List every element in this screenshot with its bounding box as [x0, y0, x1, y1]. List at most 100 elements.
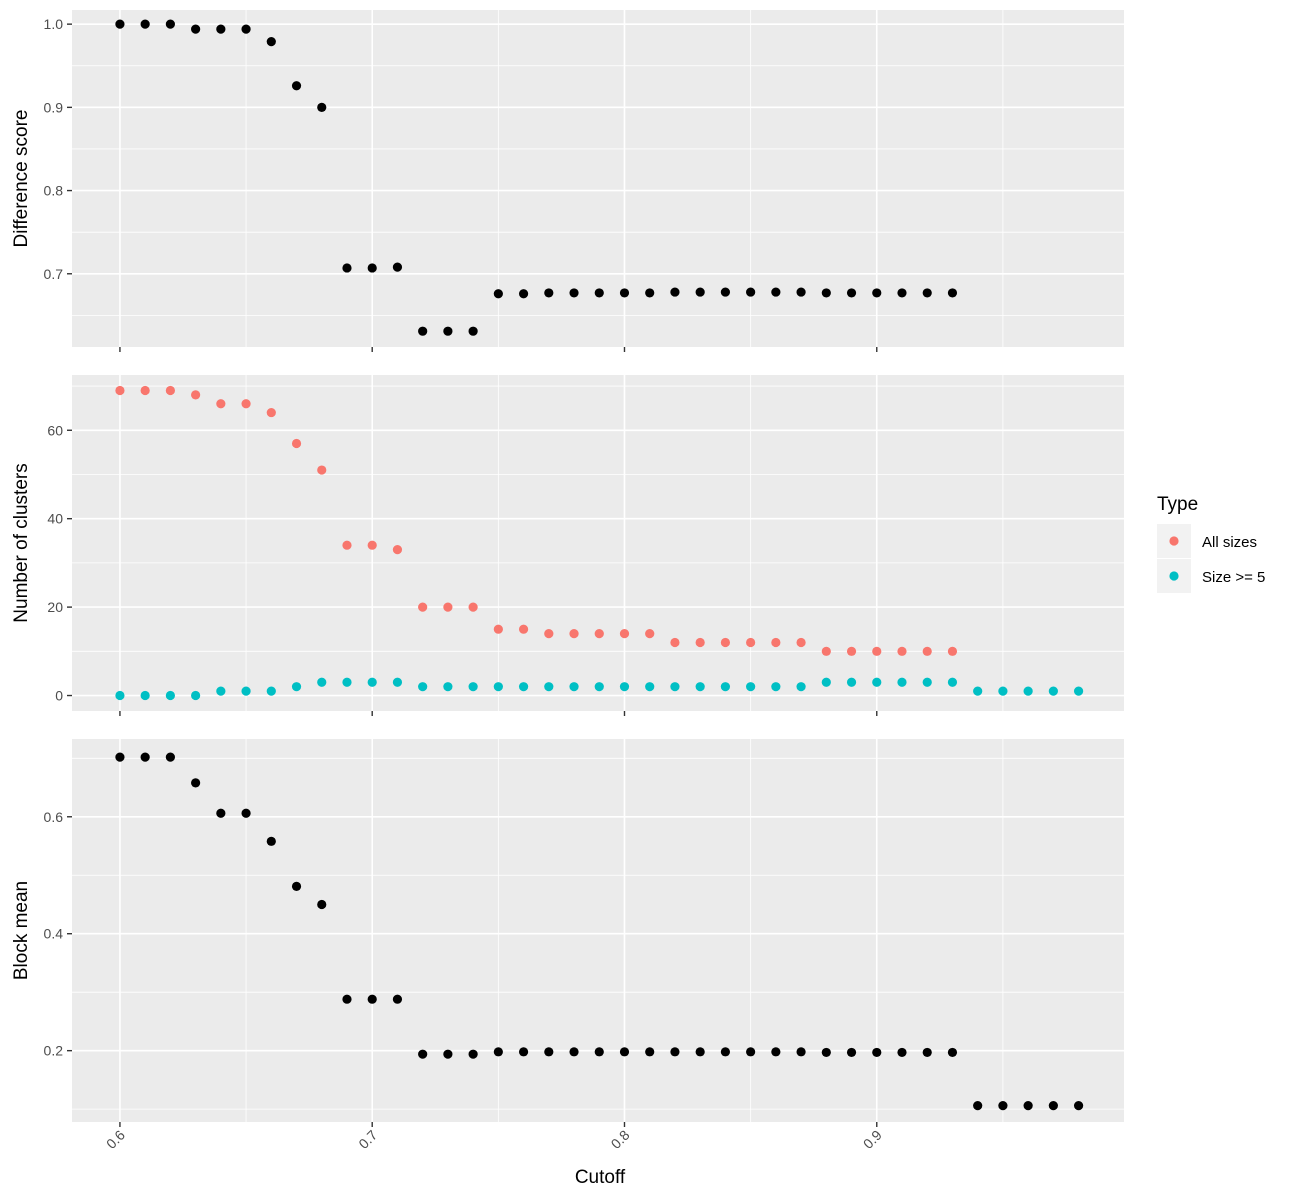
data-point — [518, 624, 529, 634]
data-point — [594, 682, 604, 692]
data-point — [216, 24, 226, 34]
data-point — [191, 390, 201, 400]
data-point — [922, 677, 932, 687]
data-point — [1048, 1101, 1058, 1111]
data-point — [191, 778, 201, 788]
data-point — [796, 1047, 806, 1057]
data-point — [619, 682, 630, 692]
data-point — [342, 677, 352, 687]
data-point — [165, 752, 175, 762]
data-point — [392, 677, 403, 687]
data-point — [518, 1047, 529, 1057]
data-point — [443, 1049, 453, 1059]
data-point — [165, 19, 175, 29]
data-point — [241, 24, 251, 34]
data-point — [771, 637, 781, 648]
data-point — [922, 1047, 932, 1058]
data-point — [317, 677, 327, 687]
data-point — [191, 690, 201, 701]
data-point — [695, 1047, 705, 1057]
data-point — [872, 288, 882, 298]
data-point — [266, 686, 276, 696]
x-axis: 0.6 0.7 0.8 0.9 — [103, 1127, 885, 1152]
data-point — [746, 1047, 756, 1057]
data-point — [670, 682, 680, 692]
data-point — [115, 690, 125, 701]
data-point — [518, 289, 529, 299]
data-point — [821, 1047, 831, 1058]
panel-background — [72, 375, 1124, 711]
data-point — [619, 288, 630, 298]
data-point — [947, 677, 958, 687]
data-point — [796, 287, 806, 297]
data-point — [720, 637, 731, 648]
data-point — [670, 1047, 680, 1057]
data-point — [947, 1047, 958, 1058]
data-point — [342, 994, 352, 1004]
data-point — [569, 682, 579, 692]
data-point — [544, 1047, 554, 1057]
data-point — [973, 686, 983, 696]
data-point — [342, 540, 352, 550]
data-point — [872, 1047, 882, 1058]
data-point — [140, 19, 150, 29]
series-1 — [115, 19, 958, 336]
data-point — [670, 287, 680, 297]
data-point — [645, 1047, 655, 1057]
data-point — [493, 682, 503, 692]
data-point — [569, 288, 579, 298]
series-1 — [115, 385, 958, 656]
data-point — [216, 399, 226, 409]
x-axis-title: Cutoff — [575, 1167, 626, 1188]
data-point — [922, 288, 932, 298]
series-2 — [115, 677, 1084, 701]
data-point — [418, 1049, 428, 1059]
data-point — [266, 836, 276, 846]
data-point — [695, 287, 705, 297]
data-point — [418, 326, 428, 336]
data-point — [317, 465, 327, 475]
data-point — [191, 24, 201, 34]
data-point — [796, 682, 806, 692]
data-point — [291, 438, 302, 449]
y-tick-label: 1.0 — [44, 16, 64, 32]
data-point — [140, 385, 150, 396]
data-point — [443, 682, 453, 692]
y-tick-label: 60 — [47, 422, 63, 438]
data-point — [846, 677, 857, 687]
panel-3: 0.2 0.4 0.6 Block mean — [11, 739, 1124, 1127]
data-point — [846, 646, 857, 656]
data-point — [720, 287, 731, 297]
data-point — [241, 808, 251, 818]
data-point — [695, 682, 705, 692]
data-point — [443, 602, 453, 612]
data-point — [216, 686, 226, 696]
data-point — [241, 686, 251, 696]
data-point — [771, 682, 781, 692]
data-point — [619, 1047, 630, 1057]
data-point — [418, 682, 428, 692]
data-point — [291, 881, 302, 891]
panel-1: 0.7 0.8 0.9 1.0 Difference score — [11, 10, 1124, 352]
data-point — [796, 637, 806, 648]
data-point — [897, 288, 907, 298]
legend-swatch — [1169, 571, 1179, 581]
series-1 — [115, 752, 1084, 1111]
data-point — [443, 326, 453, 336]
y-axis-title: Block mean — [11, 881, 32, 980]
y-tick-label: 40 — [47, 511, 63, 527]
data-point — [695, 637, 705, 648]
data-point — [821, 288, 831, 298]
data-point — [241, 399, 251, 409]
data-point — [115, 752, 125, 762]
data-point — [569, 1047, 579, 1057]
data-point — [367, 994, 377, 1004]
data-point — [973, 1101, 983, 1111]
y-tick-label: 0.2 — [44, 1043, 64, 1059]
data-point — [392, 994, 403, 1004]
data-point — [897, 1047, 907, 1058]
data-point — [998, 1101, 1008, 1111]
data-point — [317, 899, 327, 910]
data-point — [771, 287, 781, 297]
